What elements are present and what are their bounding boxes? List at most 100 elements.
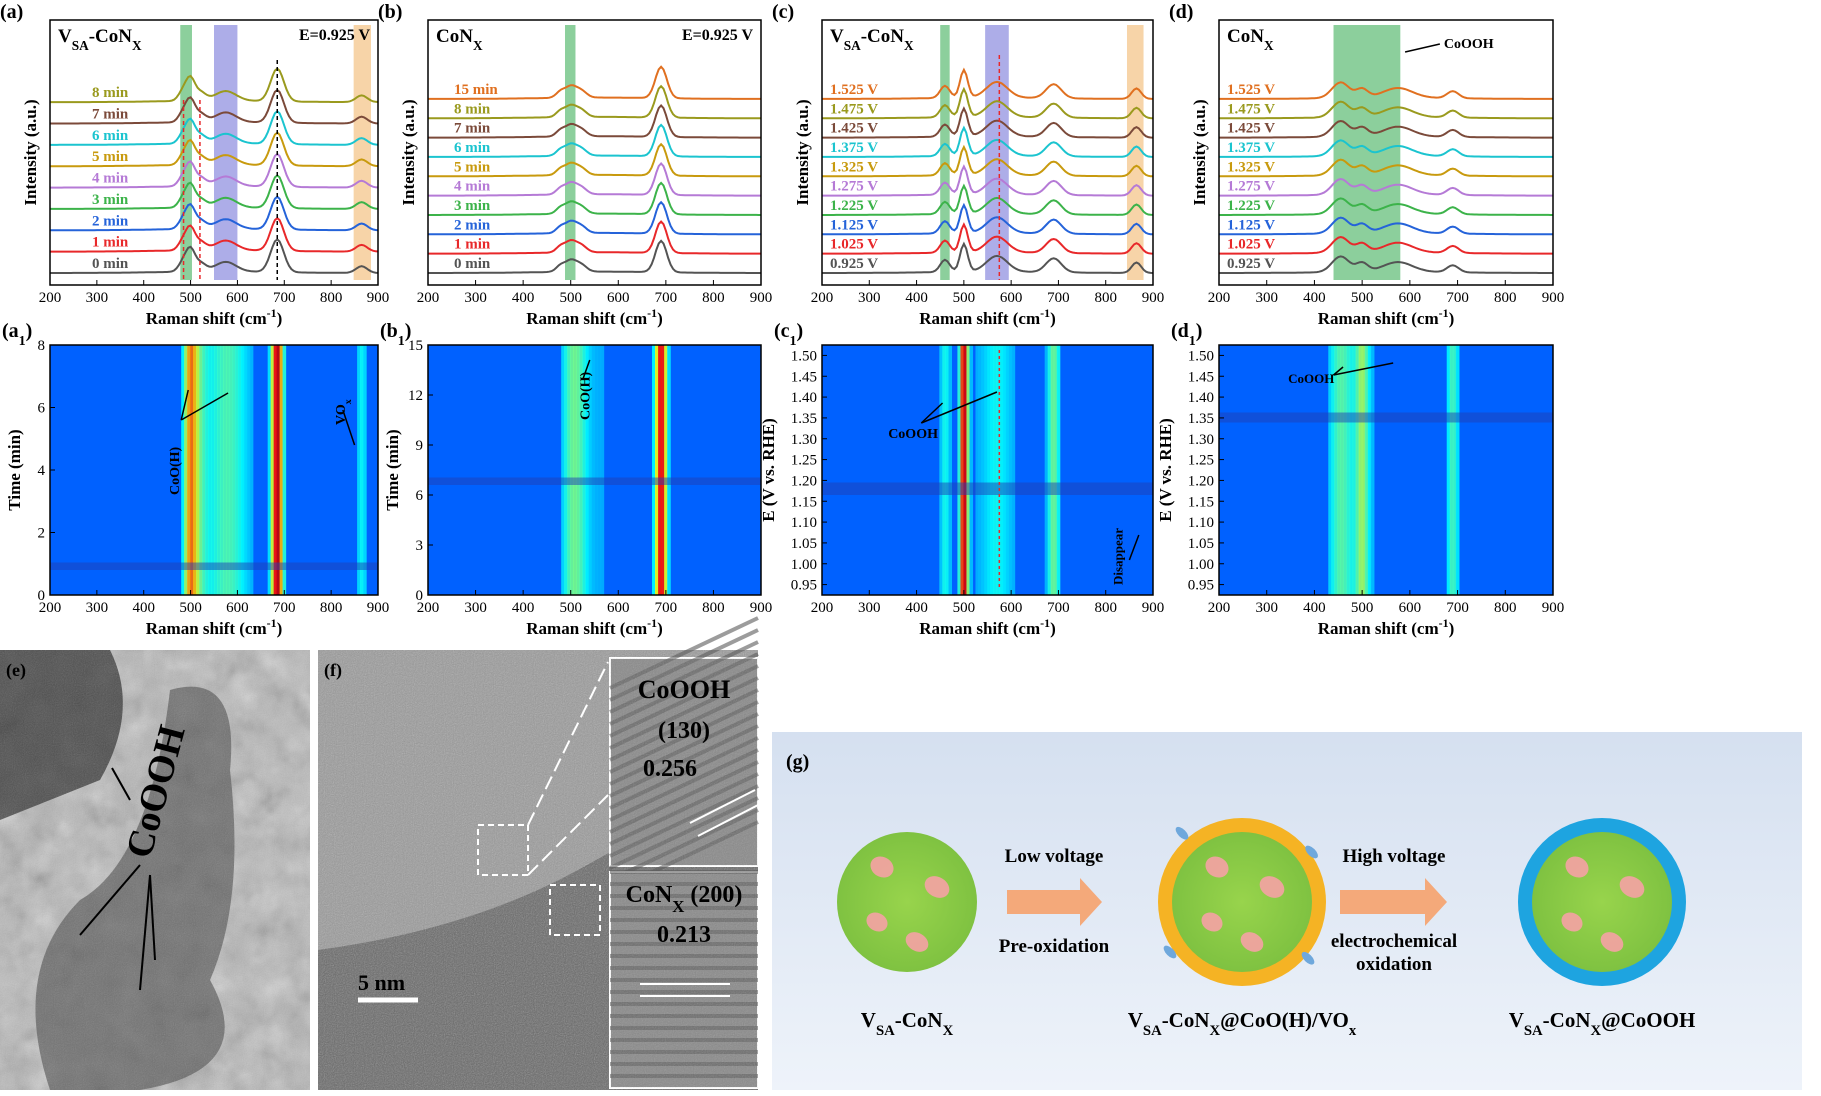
- particle-core: [1532, 832, 1672, 972]
- co-site: [1561, 912, 1583, 932]
- heatmap-cell: [600, 345, 605, 595]
- series-label: 2 min: [454, 217, 491, 233]
- highlight-band: [353, 25, 371, 280]
- heatmap-cell: [1011, 345, 1016, 595]
- heatmap-cell: [664, 345, 668, 595]
- y-tick-label: 1.10: [791, 515, 817, 531]
- x-tick-label: 300: [1255, 290, 1278, 306]
- spectrum-line: [50, 131, 379, 168]
- panel-d1: 200 300 400 500 600 700 800 900 0.95 1.00 1.05 1.10…: [1156, 320, 1564, 638]
- series-label: 7 min: [92, 107, 129, 123]
- heatmap-cell: [990, 345, 995, 595]
- annotation: CoO(H): [579, 371, 594, 420]
- series-label: 1.375 V: [830, 140, 878, 156]
- annotation: CoOOH: [1288, 371, 1334, 386]
- heatmap-cell: [196, 345, 200, 595]
- co-site: [870, 856, 894, 878]
- series-label: 1.025 V: [830, 237, 878, 253]
- y-tick-label: 1.25: [1188, 453, 1214, 469]
- phase-label: CoOOH: [638, 675, 730, 704]
- x-axis-label: Raman shift (cm-1): [919, 306, 1055, 328]
- heatmap-cell: [993, 345, 998, 595]
- heatmap-cell: [237, 345, 242, 595]
- heatmap-cell: [187, 345, 191, 595]
- y-axis-label: Time (min): [383, 429, 402, 510]
- panel-title: VSA-CoNX: [830, 26, 914, 53]
- y-tick-label: 2: [38, 526, 46, 542]
- y-tick-label: 1.45: [791, 369, 817, 385]
- x-tick-label: 900: [1542, 600, 1565, 616]
- series-label: 5 min: [92, 149, 129, 165]
- x-tick-label: 400: [132, 290, 155, 306]
- spectrum-line: [1219, 81, 1553, 100]
- spectrum-line: [822, 202, 1154, 236]
- x-tick-label: 500: [559, 290, 582, 306]
- x-tick-label: 800: [1494, 290, 1517, 306]
- inset-conx: CoNX (200) 0.213: [609, 870, 759, 1089]
- panel-label: (a): [0, 1, 23, 23]
- spectrum-line: [1219, 216, 1553, 236]
- x-tick-label: 200: [417, 290, 440, 306]
- x-axis-label: Raman shift (cm-1): [146, 616, 282, 638]
- panel-label: (d): [1169, 1, 1193, 23]
- heatmap-cell: [222, 345, 227, 595]
- panel-title: CoNX: [1227, 26, 1274, 53]
- spectrum-line: [428, 162, 761, 197]
- heatmap-cell: [942, 345, 946, 595]
- heatmap-cell: [996, 345, 1001, 595]
- heatmap-cell: [597, 345, 602, 595]
- spectrum-line: [822, 164, 1154, 197]
- heatmap-cell: [963, 345, 968, 595]
- y-tick-label: 1.10: [1188, 515, 1214, 531]
- heatmap-cell: [273, 345, 278, 595]
- x-tick-label: 300: [86, 600, 109, 616]
- x-tick-label: 800: [702, 600, 725, 616]
- highlight-band: [940, 25, 950, 280]
- x-axis-label: Raman shift (cm-1): [526, 616, 662, 638]
- spectrum-line: [1219, 158, 1553, 178]
- plot-frame: [49, 19, 379, 286]
- panel-label: (a1): [2, 320, 32, 349]
- heatmap-cell: [357, 345, 361, 595]
- series-label: 3 min: [92, 192, 129, 208]
- heatmap-cell: [184, 345, 188, 595]
- series-label: 1 min: [92, 235, 129, 251]
- heatmap-cell: [981, 345, 986, 595]
- step1-bottom: Pre-oxidation: [999, 936, 1110, 957]
- x-tick-label: 300: [858, 290, 881, 306]
- heatmap-cell: [219, 345, 224, 595]
- panel-g: (g) Low voltage Pre-oxidation High voltage e…: [772, 732, 1802, 1090]
- heatmap-cell: [1352, 345, 1357, 595]
- x-tick-label: 500: [179, 290, 202, 306]
- spectrum-line: [50, 216, 379, 253]
- heatmap-cell: [199, 345, 203, 595]
- heatmap-cell: [564, 345, 568, 595]
- series-label: 1.225 V: [1227, 198, 1275, 214]
- x-tick-label: 300: [86, 290, 109, 306]
- spectrum-line: [822, 222, 1154, 255]
- d-spacing-label: 0.213: [657, 922, 711, 948]
- heatmap-cell: [661, 345, 665, 595]
- x-tick-label: 500: [1351, 600, 1374, 616]
- x-axis-label: Raman shift (cm-1): [146, 306, 282, 328]
- x-tick-label: 900: [750, 600, 773, 616]
- panel-label: (e): [6, 660, 26, 681]
- x-tick-label: 400: [512, 600, 535, 616]
- heatmap-cell: [1005, 345, 1010, 595]
- series-label: 0 min: [454, 256, 491, 272]
- panel-title: CoNX: [436, 26, 483, 53]
- heatmap-cell: [205, 345, 209, 595]
- x-tick-label: 300: [1255, 600, 1278, 616]
- series-label: 4 min: [454, 179, 491, 195]
- x-tick-label: 600: [226, 290, 249, 306]
- scale-bar-label: 5 nm: [358, 970, 405, 995]
- series-label: 2 min: [92, 213, 129, 229]
- x-tick-label: 300: [858, 600, 881, 616]
- co-site: [905, 932, 929, 952]
- co-site: [1259, 876, 1285, 898]
- y-tick-label: 1.15: [1188, 494, 1214, 510]
- co-site: [1240, 932, 1264, 952]
- panel-label: (g): [786, 751, 809, 773]
- heatmap-cell: [957, 345, 962, 595]
